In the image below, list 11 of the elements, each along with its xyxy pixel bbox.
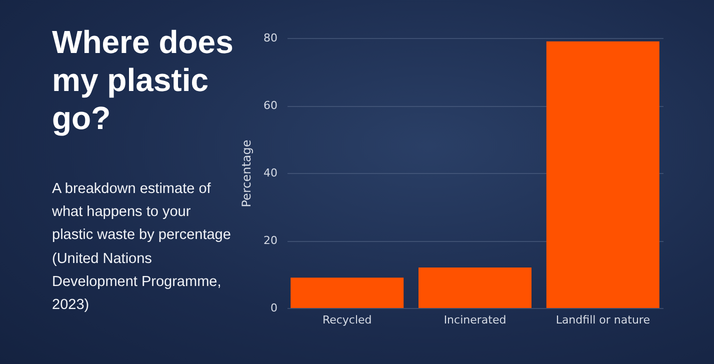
y-axis-title: Percentage [240,140,254,208]
y-tick-label: 80 [264,32,278,44]
y-tick-label: 20 [264,234,278,247]
x-tick-label: Incinerated [444,314,506,326]
y-tick-label: 40 [264,166,278,180]
x-tick-label: Landfill or nature [556,314,650,326]
x-tick-label: Recycled [322,314,372,326]
text: Where does my plastic go? [52,24,234,138]
y-tick-label: 60 [264,99,278,112]
y-tick-label: 0 [270,302,278,314]
text: A breakdown estimate of what happens to your plastic waste by percentage (United Nations Development Programme, 2023) [52,180,232,315]
